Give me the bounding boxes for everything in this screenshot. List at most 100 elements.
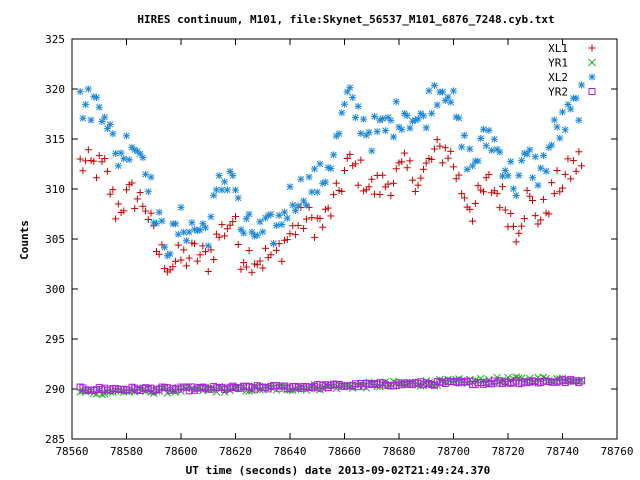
point-xl1 [286, 230, 294, 238]
point-xl2 [526, 146, 534, 154]
legend-label: XL1 [548, 42, 568, 55]
point-xl2 [575, 116, 583, 124]
point-xl2 [210, 191, 218, 199]
point-xl1 [458, 190, 466, 198]
point-xl2 [403, 112, 411, 120]
x-tick-label: 78760 [600, 445, 633, 458]
point-xl2 [572, 94, 580, 102]
point-xl1 [256, 257, 264, 265]
point-xl1 [193, 257, 201, 265]
point-xl2 [428, 109, 436, 117]
point-xl1 [403, 164, 411, 172]
point-xl1 [278, 257, 286, 265]
y-axis-label: Counts [18, 220, 31, 260]
point-xl2 [392, 98, 400, 106]
x-tick-label: 78620 [219, 445, 252, 458]
point-xl2 [414, 115, 422, 123]
point-xl2 [139, 154, 147, 162]
point-xl2 [103, 125, 111, 133]
point-xl1 [387, 191, 395, 199]
point-xl1 [520, 215, 528, 223]
y-tick-label: 285 [45, 433, 65, 446]
point-xl1 [106, 190, 114, 198]
point-xl1 [529, 197, 537, 205]
point-xl1 [578, 162, 586, 170]
point-xl2 [335, 130, 343, 138]
point-xl2 [567, 105, 575, 113]
point-xl1 [142, 207, 150, 215]
point-xl1 [300, 225, 308, 233]
point-xl1 [572, 167, 580, 175]
point-xl1 [204, 267, 212, 275]
point-xl2 [218, 186, 226, 194]
point-xl2 [512, 191, 520, 199]
point-xl2 [232, 186, 239, 194]
point-xl2 [305, 173, 313, 181]
point-xl1 [509, 223, 517, 231]
point-xl1 [234, 241, 242, 249]
y-tick-label: 310 [45, 183, 65, 196]
point-xl1 [316, 215, 324, 223]
point-xl1 [136, 189, 144, 197]
point-xl1 [526, 192, 534, 200]
point-xl2 [270, 240, 278, 248]
y-tick-label: 295 [45, 333, 65, 346]
point-xl2 [466, 145, 474, 153]
point-xl1 [479, 188, 487, 196]
point-xl1 [177, 256, 185, 264]
legend-marker-xl2 [588, 73, 596, 81]
point-xl2 [313, 188, 321, 196]
point-xl1 [559, 184, 566, 192]
point-xl2 [283, 214, 291, 222]
legend-marker-xl1 [588, 44, 596, 52]
x-tick-label: 78580 [110, 445, 143, 458]
point-xl2 [185, 228, 193, 236]
point-xl2 [479, 125, 487, 133]
point-xl1 [499, 183, 507, 191]
legend-label: XL2 [548, 71, 568, 84]
point-xl2 [430, 81, 438, 89]
point-xl2 [297, 175, 305, 183]
point-xl1 [272, 246, 280, 254]
point-xl1 [354, 181, 362, 189]
point-xl2 [474, 157, 482, 165]
point-xl1 [155, 250, 163, 258]
point-xl2 [226, 167, 234, 175]
point-xl2 [229, 172, 237, 180]
point-xl2 [490, 135, 498, 143]
legend-marker-yr2 [588, 88, 596, 95]
point-xl2 [556, 134, 564, 142]
y-tick-label: 300 [45, 283, 65, 296]
point-xl2 [147, 173, 155, 181]
point-xl1 [215, 233, 223, 241]
point-xl2 [406, 124, 414, 132]
x-tick-label: 78600 [164, 445, 197, 458]
point-xl2 [496, 148, 504, 156]
point-xl1 [291, 231, 299, 239]
point-xl2 [136, 150, 144, 158]
point-xl1 [131, 204, 139, 212]
point-xl2 [294, 202, 302, 210]
point-xl1 [474, 182, 482, 190]
point-xl2 [477, 134, 485, 142]
point-xl1 [180, 246, 188, 254]
point-xl1 [229, 218, 237, 226]
point-xl1 [466, 205, 474, 213]
point-xl2 [425, 87, 433, 95]
x-tick-label: 78640 [273, 445, 306, 458]
point-xl2 [291, 207, 299, 215]
point-xl1 [417, 174, 425, 182]
point-xl2 [253, 231, 261, 239]
point-xl2 [515, 171, 523, 179]
point-xl2 [390, 133, 398, 141]
point-xl1 [147, 209, 155, 217]
point-xl2 [338, 109, 346, 117]
point-xl1 [515, 229, 523, 237]
point-xl1 [368, 175, 376, 183]
point-xl1 [185, 254, 193, 262]
point-xl1 [501, 206, 509, 214]
point-xl2 [455, 114, 463, 122]
point-xl2 [507, 158, 515, 166]
point-xl2 [84, 85, 92, 93]
